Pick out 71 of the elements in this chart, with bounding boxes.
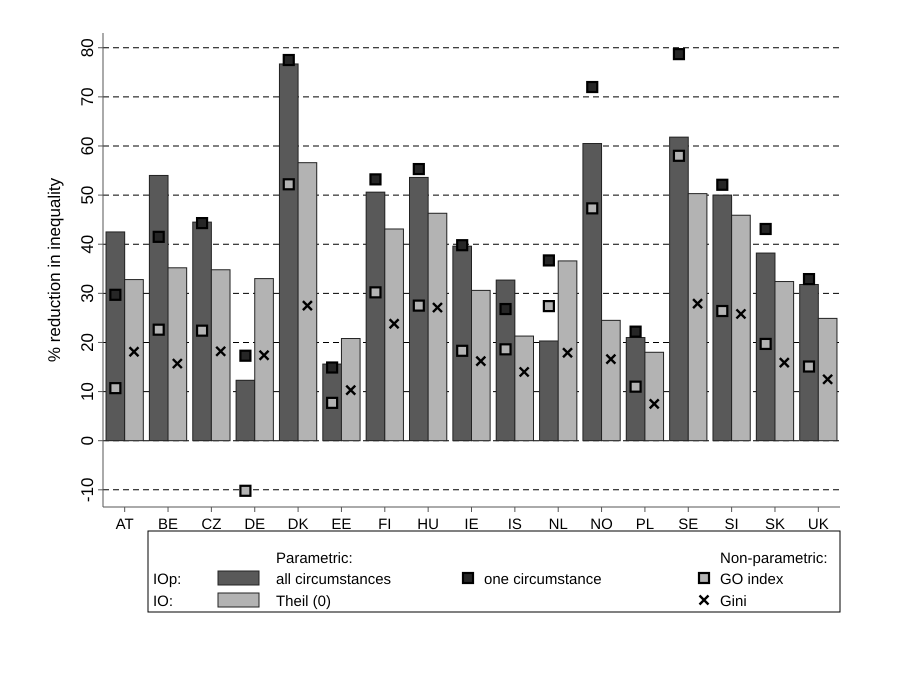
y-tick-label: 50 — [78, 186, 97, 205]
x-tick-label: CZ — [201, 516, 222, 533]
x-tick-label: BE — [158, 516, 178, 533]
y-tick-label: -10 — [78, 478, 97, 502]
legend-label: all circumstances — [276, 571, 392, 588]
x-tick-label: NL — [548, 516, 568, 533]
y-tick-label: 60 — [78, 136, 97, 156]
x-tick-label: IE — [464, 516, 479, 533]
point — [629, 326, 642, 338]
x-tick-label: PL — [636, 516, 654, 533]
point — [542, 300, 555, 312]
legend-title: Parametric: — [276, 550, 353, 567]
point — [456, 344, 468, 357]
legend-label: GO index — [720, 571, 784, 588]
x-tick-label: DK — [288, 516, 309, 533]
y-tick-label: 80 — [78, 38, 97, 58]
text: IOp: — [153, 571, 182, 588]
point — [282, 178, 295, 190]
point — [802, 360, 816, 373]
y-tick-label: 40 — [78, 234, 97, 254]
x-tick-label: FI — [378, 516, 392, 533]
point — [716, 178, 728, 191]
point — [282, 54, 295, 66]
point — [196, 324, 208, 337]
point — [499, 302, 512, 316]
x-tick-label: IS — [508, 516, 522, 533]
y-tick-label: 30 — [78, 284, 97, 303]
x-tick-label: SI — [724, 516, 739, 533]
legend-label: Theil (0) — [276, 593, 332, 610]
point — [152, 230, 165, 243]
point — [239, 350, 252, 362]
y-tick-label: 20 — [78, 332, 97, 352]
point — [760, 222, 772, 236]
point — [109, 288, 122, 301]
x-tick-label: AT — [116, 516, 134, 533]
point — [672, 48, 686, 60]
point — [802, 272, 816, 286]
point — [196, 216, 208, 230]
legend-label: one circumstance — [484, 571, 602, 588]
x-tick-label: HU — [417, 516, 439, 533]
x-tick-label: SK — [764, 516, 785, 533]
point — [716, 304, 728, 318]
point — [456, 239, 468, 252]
point — [412, 300, 425, 312]
y-tick-label: 0 — [78, 436, 97, 446]
point — [109, 382, 122, 394]
point — [586, 202, 598, 214]
point — [412, 162, 425, 176]
point — [672, 150, 686, 162]
y-axis-title: % reduction in inequality — [45, 177, 64, 362]
point — [152, 324, 165, 336]
point — [326, 396, 338, 409]
text: Non-parametric: — [720, 550, 828, 567]
point — [760, 338, 772, 350]
y-tick-label: 70 — [78, 87, 97, 106]
text: IO: — [153, 593, 174, 610]
x-tick-label: NO — [590, 516, 613, 533]
x-tick-label: DE — [244, 516, 266, 533]
point — [629, 380, 642, 393]
point — [499, 343, 512, 356]
x-tick-label: UK — [808, 516, 829, 533]
point — [369, 173, 382, 186]
point — [239, 484, 252, 497]
point — [586, 80, 598, 94]
legend-label: Gini — [720, 593, 747, 610]
y-tick-label: 10 — [78, 382, 97, 402]
point — [542, 254, 555, 267]
point — [326, 361, 338, 374]
x-tick-label: EE — [331, 516, 352, 533]
x-tick-label: SE — [678, 516, 698, 533]
point — [369, 286, 382, 298]
